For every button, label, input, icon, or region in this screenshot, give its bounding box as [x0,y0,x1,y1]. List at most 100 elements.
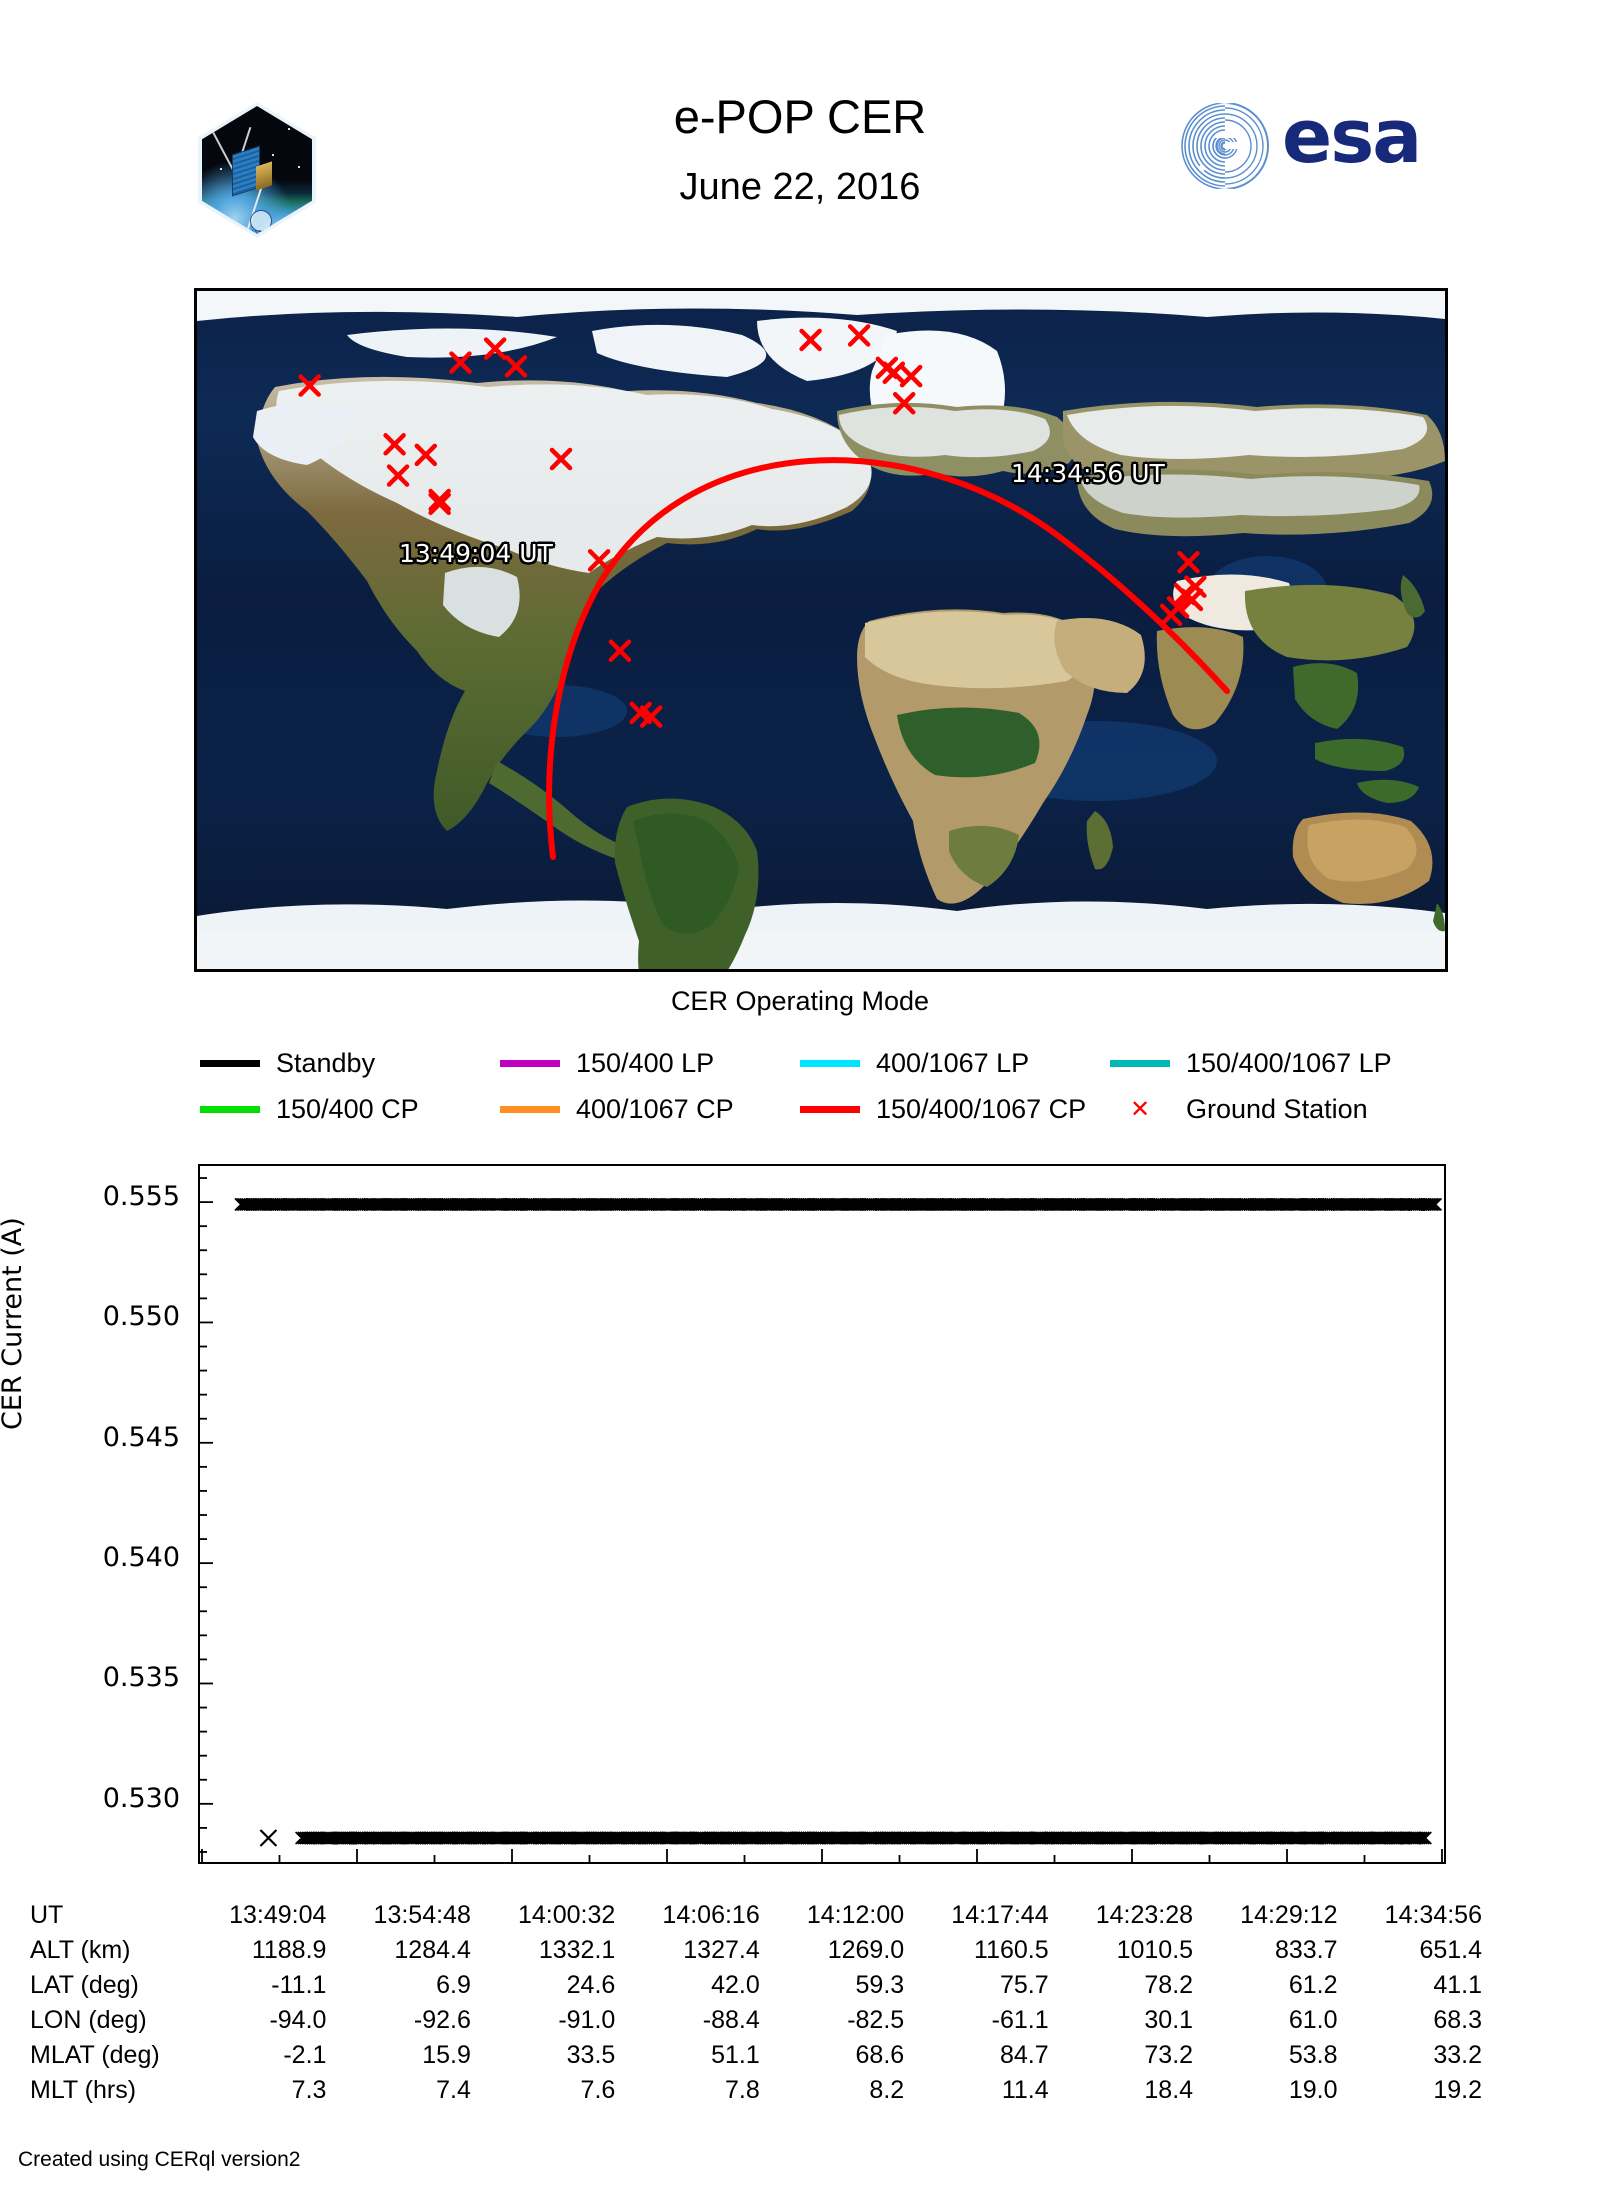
legend: Standby 150/400 LP 400/1067 LP 150/400/1… [200,1040,1450,1132]
ground-station-markers [298,324,1207,728]
ground-station-marker [428,488,451,512]
table-cell: 14:29:12 [1240,1901,1338,1929]
legend-item-150-400-1067-cp[interactable]: 150/400/1067 CP [800,1094,1110,1125]
y-axis-ticks [200,1177,213,1853]
ground-station-marker [639,705,663,728]
table-cell: 19.0 [1288,2076,1338,2104]
map-end-time-label: 14:34:56 UT [1011,459,1165,488]
table-cell: 24.6 [566,1971,616,1999]
ground-station-marker [899,364,923,388]
table-cell: 68.6 [855,2041,905,2069]
table-cell: 1188.9 [251,1936,327,1964]
table-cell: 33.2 [1433,2041,1482,2069]
table-row: MLT (hrs) 7.3 7.4 7.6 7.8 8.2 11.4 18.4 19.0 19.2 [30,2073,1500,2108]
table-row-label: UT [30,1901,64,1929]
legend-swatch-150-400-lp [500,1059,560,1067]
table-row: LAT (deg) -11.1 6.9 24.6 42.0 59.3 75.7 78.2 61.… [30,1968,1500,2003]
table-cell: 14:00:32 [517,1901,616,1929]
table-cell: 7.6 [580,2076,616,2104]
legend-item-150-400-1067-lp[interactable]: 150/400/1067 LP [1110,1048,1392,1079]
ephemeris-table: UT 13:49:04 13:54:48 14:00:32 14:06:16 14:12:… [30,1898,1530,2108]
table-cell: 19.2 [1433,2076,1482,2104]
table-cell: -88.4 [702,2006,760,2034]
legend-swatch-150-400-1067-lp [1110,1059,1170,1067]
ground-station-marker [483,337,507,360]
legend-swatch-150-400-1067-cp [800,1105,860,1113]
table-row-label: LON (deg) [30,2006,147,2034]
table-cell: -11.1 [271,1971,327,1999]
legend-item-150-400-lp[interactable]: 150/400 LP [500,1048,800,1079]
table-cell: -61.1 [991,2006,1049,2034]
ground-station-marker [428,492,451,516]
scatter-series [295,1831,1432,1845]
ground-station-marker [587,549,611,572]
ground-station-marker [449,351,472,374]
cassiope-badge-label: CASSIOPE [246,230,276,234]
table-cell: 11.4 [1001,2076,1049,2104]
ground-station-marker [386,464,410,487]
table-cell: 84.7 [999,2041,1049,2069]
ground-station-marker [414,443,438,467]
ground-station-marker [383,433,406,456]
legend-row-1: Standby 150/400 LP 400/1067 LP 150/400/1… [200,1040,1450,1086]
footer-note: Created using CERql version2 [18,2148,301,2171]
table-cell: 15.9 [422,2041,471,2069]
table-row-label: LAT (deg) [30,1971,139,1999]
table-cell: -94.0 [269,2006,327,2034]
cer-current-plot[interactable] [198,1164,1446,1864]
table-cell: 53.8 [1288,2041,1338,2069]
table-cell: 78.2 [1144,1971,1194,1999]
table-cell: 61.2 [1288,1971,1338,1999]
table-cell: 13:54:48 [373,1901,471,1929]
legend-label-ground-station: Ground Station [1186,1093,1368,1124]
cassiope-badge-icon [250,210,272,232]
legend-item-150-400-cp[interactable]: 150/400 CP [200,1094,500,1125]
legend-item-standby[interactable]: Standby [200,1048,500,1079]
legend-item-400-1067-lp[interactable]: 400/1067 LP [800,1048,1110,1079]
legend-item-400-1067-cp[interactable]: 400/1067 CP [500,1094,800,1125]
table-cell: 68.3 [1433,2006,1482,2034]
table-cell: 33.5 [566,2041,616,2069]
table-cell: 41.1 [1433,1971,1482,1999]
table-cell: 1269.0 [827,1936,905,1964]
page-date: June 22, 2016 [679,166,921,209]
legend-swatch-400-1067-cp [500,1105,560,1113]
table-cell: 61.0 [1288,2006,1338,2034]
scatter-series [234,1197,1443,1211]
ground-station-marker [799,328,822,352]
y-tick-label: 0.535 [102,1662,180,1694]
legend-row-2: 150/400 CP 400/1067 CP 150/400/1067 CP ✕… [200,1086,1450,1132]
ground-station-marker [504,355,528,378]
table-cell: 1332.1 [538,1936,616,1964]
esa-wordmark: esa [1282,94,1422,180]
legend-label-150-400-cp: 150/400 CP [276,1093,419,1124]
table-cell: 651.4 [1419,1936,1482,1964]
world-map-panel[interactable]: 13:49:04 UT 14:34:56 UT [194,288,1448,972]
legend-label-150-400-lp: 150/400 LP [576,1047,715,1078]
table-row: UT 13:49:04 13:54:48 14:00:32 14:06:16 14:12:… [30,1898,1500,1933]
table-cell: 42.0 [711,1971,760,1999]
table-cell: 1010.5 [1116,1936,1194,1964]
legend-swatch-standby [200,1059,260,1067]
x-axis-ticks [201,1849,1443,1862]
y-tick-label: 0.530 [102,1782,180,1814]
legend-swatch-150-400-cp [200,1105,260,1113]
table-cell: 7.4 [436,2076,471,2104]
ground-station-marker [892,391,916,415]
legend-item-ground-station[interactable]: ✕ Ground Station [1110,1094,1368,1125]
table-cell: 73.2 [1144,2041,1194,2069]
table-cell: 8.2 [869,2076,905,2104]
ground-station-marker [549,447,573,471]
ground-station-marker [1180,588,1204,612]
table-cell: 30.1 [1144,2006,1194,2034]
table-cell: -92.6 [413,2006,471,2034]
table-cell: 14:12:00 [806,1901,905,1929]
ground-station-marker [1177,550,1200,574]
table-cell: 14:17:44 [951,1901,1049,1929]
legend-label-150-400-1067-cp: 150/400/1067 CP [876,1093,1087,1124]
table-cell: 13:49:04 [229,1901,327,1929]
map-start-time-label: 13:49:04 UT [399,539,553,568]
ground-station-marker [298,374,321,397]
table-row-label: ALT (km) [30,1936,131,1964]
